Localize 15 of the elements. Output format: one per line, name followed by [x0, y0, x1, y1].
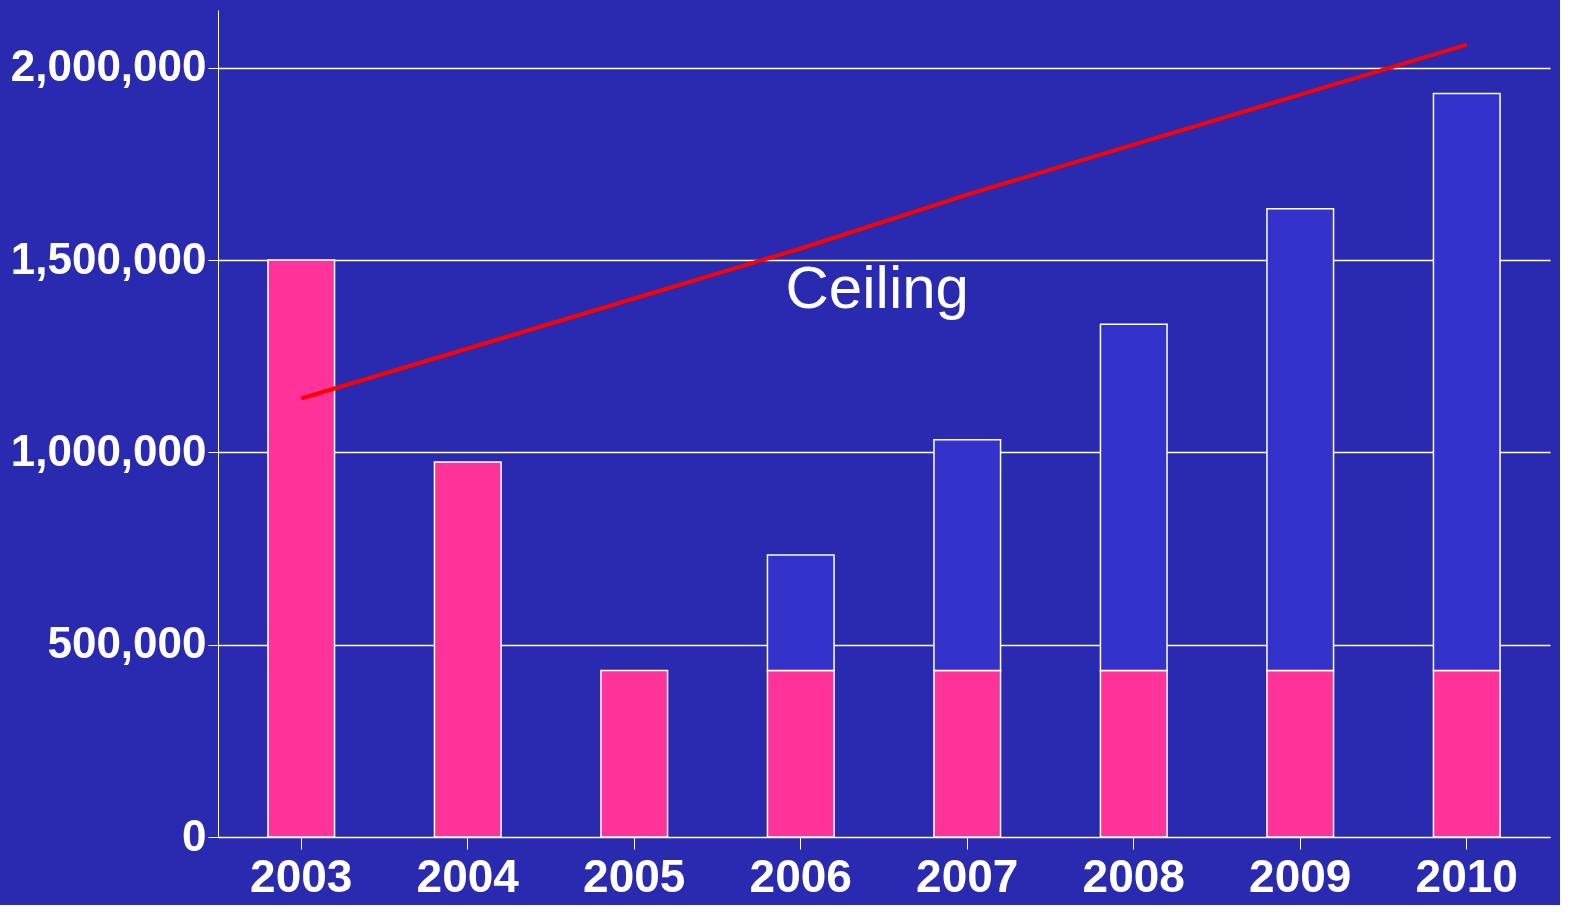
- y-tick-label: 500,000: [47, 618, 207, 668]
- y-tick-label: 1,000,000: [10, 425, 207, 475]
- series-label: Ceiling: [785, 253, 969, 321]
- x-tick-label: 2003: [250, 849, 353, 902]
- x-tick-label: 2010: [1415, 849, 1518, 902]
- y-tick-label: 1,500,000: [10, 233, 207, 283]
- y-tick-label: 0: [182, 810, 207, 860]
- x-tick-label: 2009: [1249, 849, 1352, 902]
- x-tick-label: 2005: [583, 849, 686, 902]
- y-tick-label: 2,000,000: [10, 41, 207, 91]
- x-tick-label: 2007: [916, 849, 1019, 902]
- x-tick-label: 2004: [416, 849, 520, 902]
- line-series: [299, 42, 1469, 401]
- x-tick-label: 2006: [749, 849, 852, 902]
- x-tick-label: 2008: [1082, 849, 1185, 902]
